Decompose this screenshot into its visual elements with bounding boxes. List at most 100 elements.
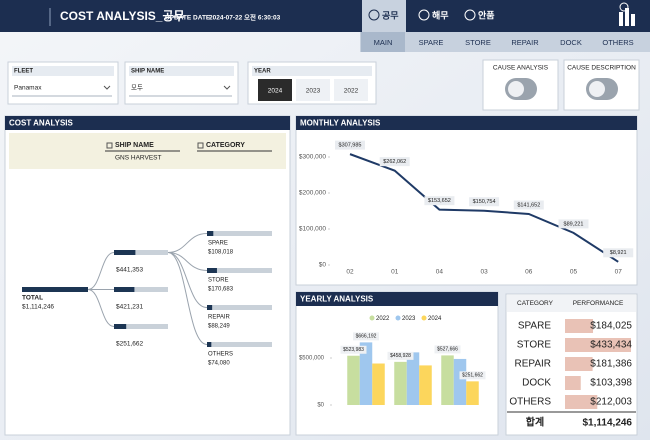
filter-label: SHIP NAME <box>131 69 164 75</box>
filter-label: YEAR <box>254 69 271 75</box>
y-tick-label: $200,000 <box>299 190 326 197</box>
legend-swatch <box>421 315 427 321</box>
update-value: 2024-07-22 오전 6:30:03 <box>209 13 281 22</box>
node-bar <box>207 268 217 273</box>
nav-item[interactable]: SPARE <box>419 38 444 47</box>
node-name: SPARE <box>208 241 228 247</box>
node-bar-bg <box>207 342 272 347</box>
legend-label[interactable]: 2024 <box>428 316 442 322</box>
tab-label[interactable]: 공무 <box>382 10 399 20</box>
total-value: $1,114,246 <box>583 418 633 429</box>
node-bar-bg <box>207 268 272 273</box>
node-bar <box>114 250 136 255</box>
data-label: $150,754 <box>473 199 496 205</box>
lock-icon <box>197 142 204 149</box>
bar <box>406 352 420 405</box>
node-name: STORE <box>208 278 229 284</box>
row-value: $181,386 <box>590 359 632 370</box>
year-option[interactable]: 2024 <box>268 88 283 95</box>
filter-value[interactable]: Panamax <box>14 85 42 92</box>
node-bar <box>207 342 212 347</box>
toggle-knob <box>589 81 605 97</box>
data-label-bg <box>469 197 500 207</box>
node-bar-bg <box>207 305 272 310</box>
row-value: $103,398 <box>590 378 632 389</box>
nav-item[interactable]: MAIN <box>374 38 393 47</box>
data-label-bg <box>558 219 589 229</box>
performance-bar <box>565 376 581 390</box>
data-label: $89,221 <box>564 221 584 227</box>
x-tick-label: 05 <box>570 269 578 276</box>
header-bar <box>0 0 650 32</box>
panel-title: MONTHLY ANALYSIS <box>300 119 381 128</box>
data-label-bg <box>459 371 486 380</box>
year-button[interactable] <box>296 79 330 101</box>
nav-item[interactable]: REPAIR <box>511 38 539 47</box>
data-label: $458,928 <box>390 353 411 359</box>
node-bar <box>22 287 88 292</box>
node-bar-bg <box>114 287 168 292</box>
tab-icon <box>464 9 476 21</box>
x-tick-label: 07 <box>615 269 623 276</box>
nav-active <box>361 32 405 52</box>
year-option[interactable]: 2022 <box>344 88 359 95</box>
nav-item[interactable]: STORE <box>465 38 491 47</box>
data-label: $262,062 <box>383 159 406 165</box>
row-value: $433,434 <box>590 340 632 351</box>
node-bar-bg <box>114 324 168 329</box>
panel-title: YEARLY ANALYSIS <box>300 295 374 304</box>
year-button[interactable] <box>258 79 292 101</box>
year-button[interactable] <box>334 79 368 101</box>
performance-bar <box>565 338 631 352</box>
year-option[interactable]: 2023 <box>306 88 321 95</box>
tab-label[interactable]: 해무 <box>432 9 449 20</box>
legend-label[interactable]: 2022 <box>376 316 390 322</box>
filter-value[interactable]: 모두 <box>131 84 143 92</box>
nav-item[interactable]: DOCK <box>560 38 582 47</box>
panel-header <box>5 116 290 130</box>
x-tick-label: 02 <box>346 269 354 276</box>
y-tick-label: $500,000 <box>299 356 325 362</box>
bar <box>359 342 373 405</box>
node-name: OTHERS <box>208 352 233 358</box>
row-value: $184,025 <box>590 321 632 332</box>
tab-icon <box>368 9 380 21</box>
panel-title: COST ANALYSIS <box>9 119 74 128</box>
data-label: $523,983 <box>343 347 364 353</box>
node-bar <box>207 305 213 310</box>
bar <box>394 361 407 405</box>
update-label: UPDATE DATE <box>165 15 211 22</box>
data-label: $251,662 <box>462 373 483 379</box>
app-icon[interactable] <box>619 2 635 26</box>
tree-link <box>167 233 208 253</box>
legend-label[interactable]: 2023 <box>402 316 416 322</box>
line <box>349 153 619 263</box>
performance-bar <box>565 357 593 371</box>
toggle-label: CAUSE ANALYSIS <box>493 65 549 72</box>
panel-header <box>296 116 637 130</box>
data-label: $153,652 <box>428 198 451 204</box>
node-bar-bg <box>207 231 272 236</box>
row-category: STORE <box>517 340 552 351</box>
node-bar <box>114 287 135 292</box>
column-header: CATEGORY <box>517 300 554 307</box>
chevron <box>103 85 111 90</box>
filter-label: FLEET <box>14 69 33 75</box>
row-category: REPAIR <box>515 359 552 370</box>
toggle-knob <box>508 81 524 97</box>
x-tick-label: 01 <box>391 269 399 276</box>
x-tick-label: 04 <box>436 269 444 276</box>
node-value: $441,353 <box>116 267 143 274</box>
data-label-bg <box>335 140 365 150</box>
nav-item[interactable]: OTHERS <box>602 38 633 47</box>
data-label: $307,985 <box>339 143 362 149</box>
bar <box>372 363 385 405</box>
tab-label[interactable]: 안품 <box>478 10 495 20</box>
node-value: $170,683 <box>208 287 234 293</box>
row-category: SPARE <box>518 321 551 332</box>
x-tick-label: 03 <box>480 269 488 276</box>
tree-link <box>167 252 208 345</box>
row-category: DOCK <box>522 378 551 389</box>
filter-label-bg <box>12 66 114 76</box>
